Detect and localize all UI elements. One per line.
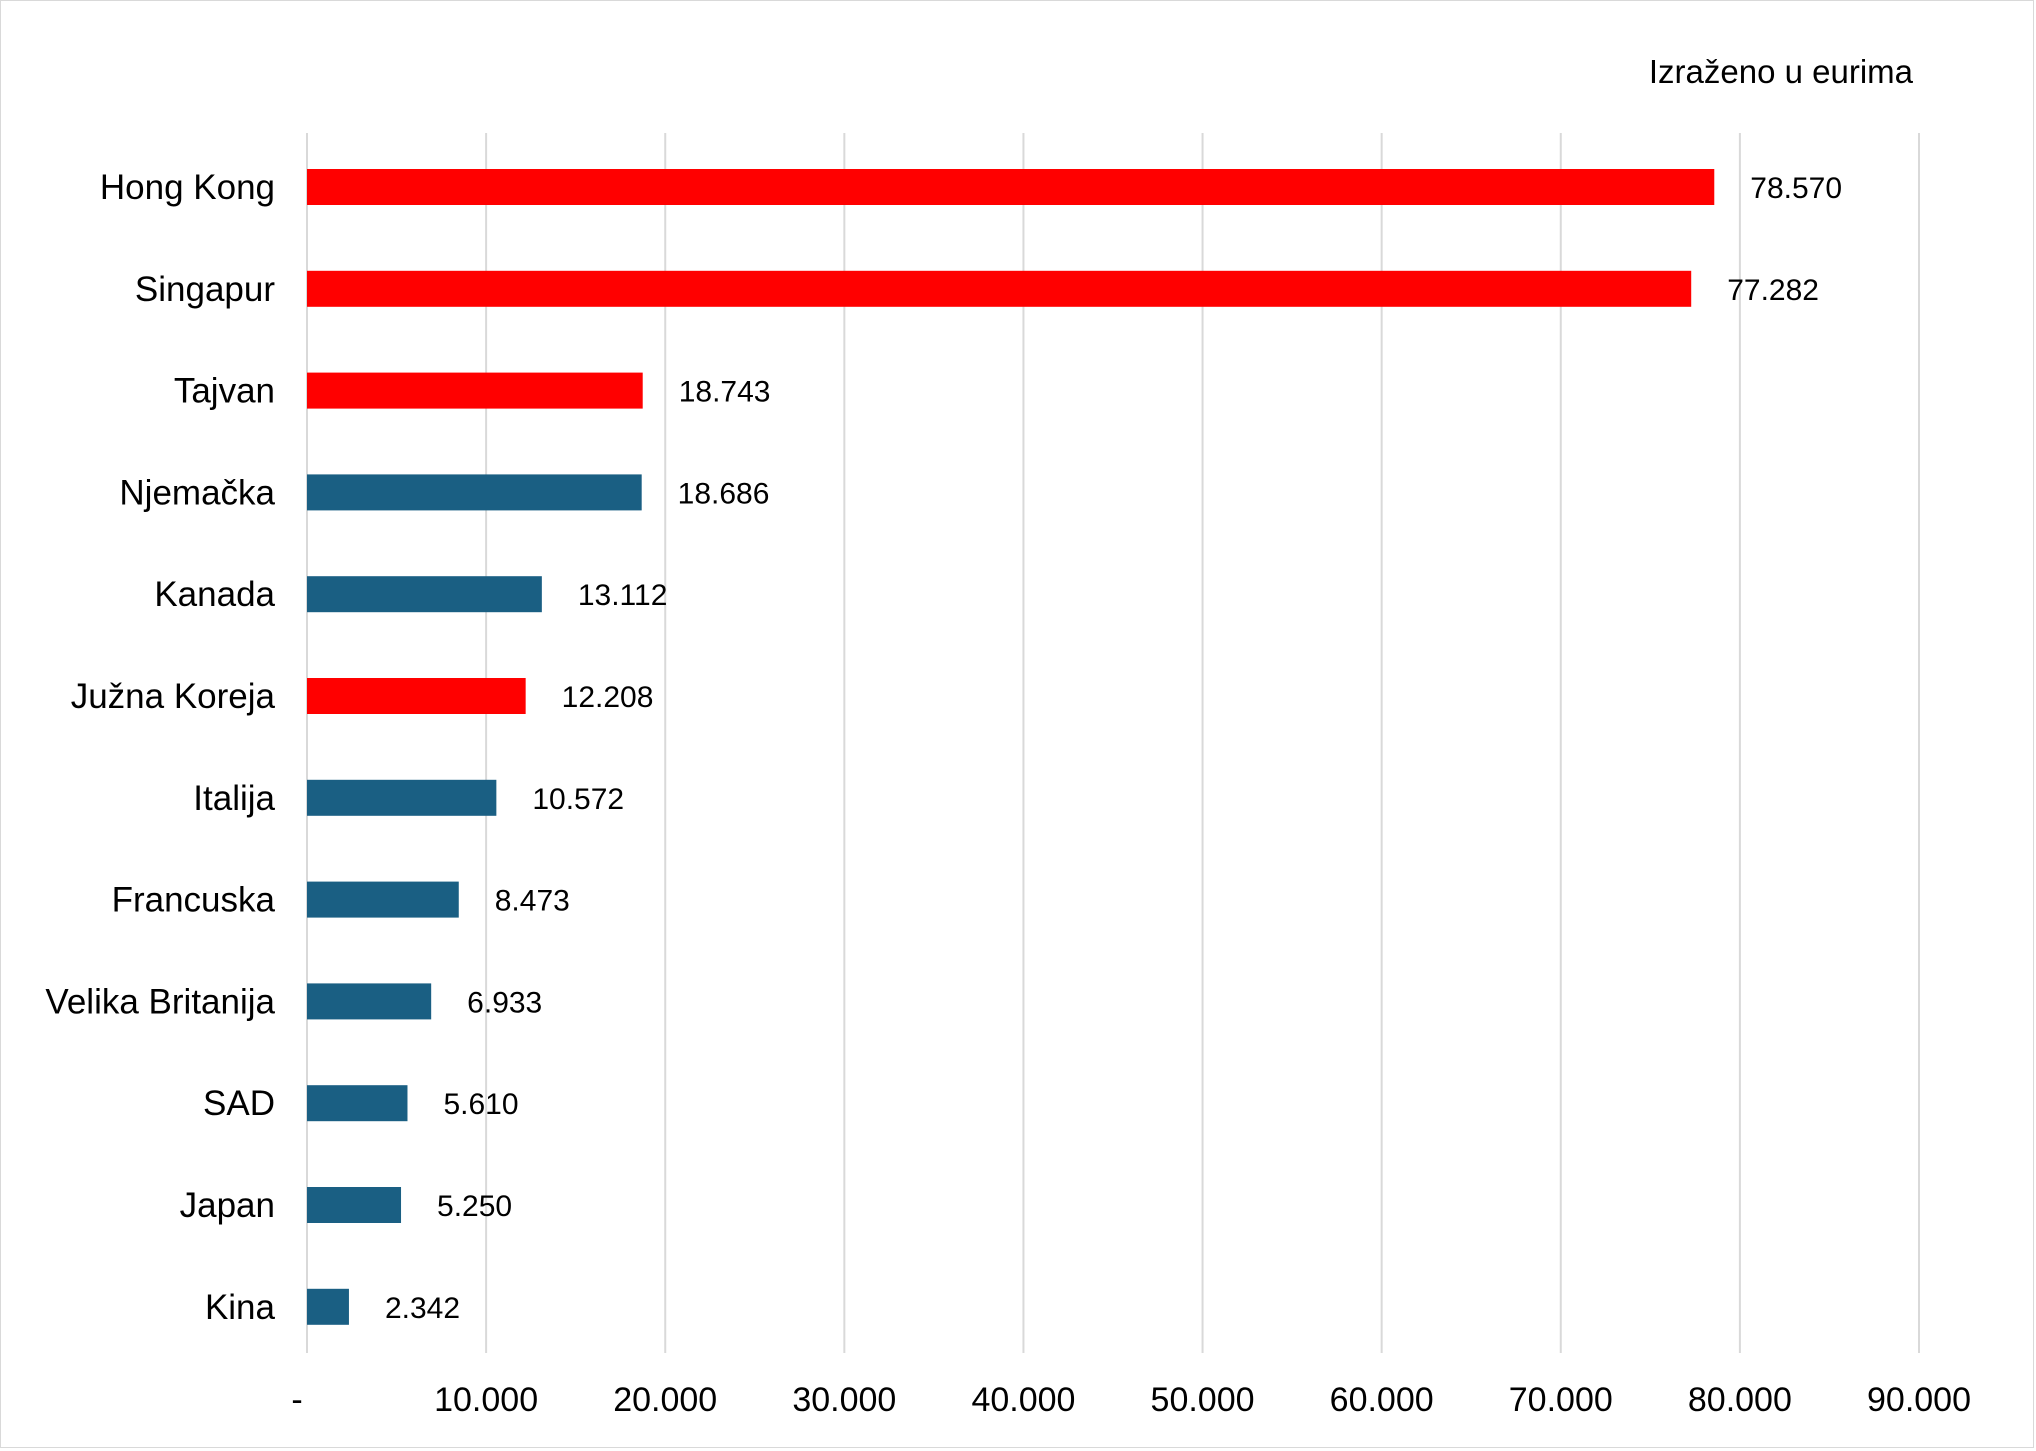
data-label: 5.250 — [437, 1190, 512, 1223]
gridlines — [306, 133, 1920, 1353]
data-label: 5.610 — [443, 1088, 518, 1121]
bar — [307, 270, 1692, 307]
bar — [307, 372, 643, 409]
bar — [307, 474, 642, 511]
x-tick-label: 60.000 — [1330, 1381, 1434, 1419]
category-label: Kanada — [154, 575, 275, 614]
bars — [307, 169, 1715, 1325]
category-label: SAD — [203, 1084, 275, 1123]
bar — [307, 576, 542, 613]
value-labels: 78.570 77.282 18.743 18.686 13.112 12.208 10.5… — [385, 172, 1842, 1325]
bar — [307, 1085, 408, 1122]
unit-note: Izraženo u eurima — [1649, 53, 1914, 90]
category-labels: Hong Kong Singapur Tajvan Njemačka Kanada Juž… — [45, 168, 275, 1327]
category-label: Južna Koreja — [71, 677, 276, 716]
bar — [307, 678, 526, 714]
x-tick-label: 10.000 — [434, 1381, 538, 1419]
category-label: Francuska — [112, 881, 276, 920]
category-label: Hong Kong — [100, 168, 275, 207]
data-label: 18.743 — [679, 376, 771, 409]
data-label: 8.473 — [495, 885, 570, 918]
data-label: 10.572 — [532, 783, 624, 816]
x-tick-label: 80.000 — [1688, 1381, 1792, 1419]
bar — [307, 779, 497, 816]
x-tick-label: 70.000 — [1509, 1381, 1613, 1419]
bar — [307, 881, 459, 918]
category-label: Njemačka — [119, 473, 275, 512]
data-label: 2.342 — [385, 1292, 460, 1325]
data-label: 6.933 — [467, 986, 542, 1019]
category-label: Japan — [180, 1186, 275, 1225]
x-tick-label: - — [291, 1381, 302, 1419]
category-label: Velika Britanija — [45, 982, 275, 1021]
bar — [307, 169, 1715, 205]
x-tick-label: 20.000 — [613, 1381, 717, 1419]
x-tick-label: 90.000 — [1867, 1381, 1971, 1419]
bar — [307, 983, 432, 1020]
data-label: 13.112 — [578, 579, 668, 612]
x-tick-label: 50.000 — [1151, 1381, 1255, 1419]
category-label: Singapur — [135, 270, 275, 309]
x-tick-label: 30.000 — [792, 1381, 896, 1419]
bar — [307, 1288, 349, 1325]
category-label: Kina — [205, 1288, 276, 1327]
x-tick-label: 40.000 — [971, 1381, 1075, 1419]
data-label: 12.208 — [562, 681, 654, 714]
data-label: 77.282 — [1727, 274, 1819, 307]
data-label: 18.686 — [678, 477, 770, 510]
category-label: Italija — [193, 779, 275, 818]
x-axis-tick-labels: - 10.000 20.000 30.000 40.000 50.000 60.000 70.… — [291, 1381, 1971, 1419]
data-label: 78.570 — [1750, 172, 1842, 205]
bar — [307, 1187, 402, 1223]
category-label: Tajvan — [174, 372, 275, 411]
